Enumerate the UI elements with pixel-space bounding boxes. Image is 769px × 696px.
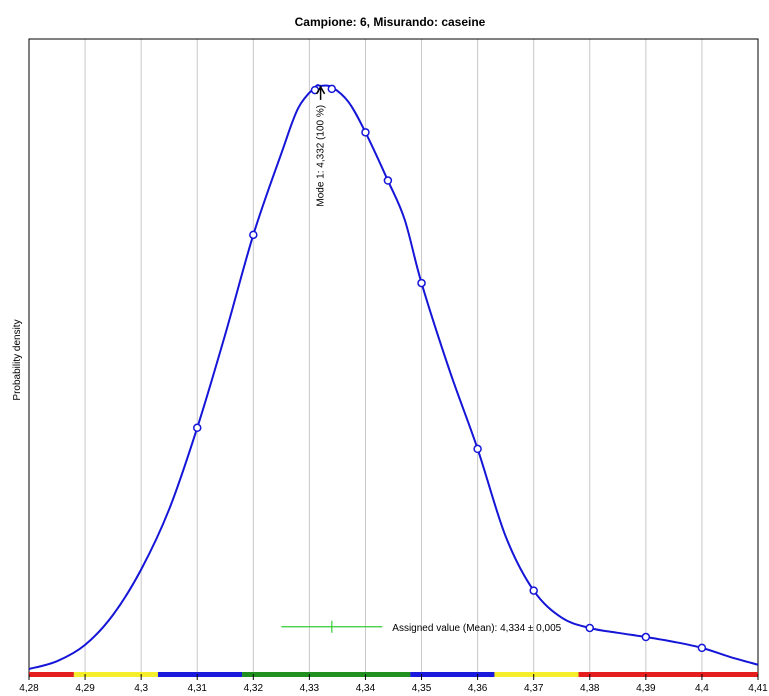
data-point [641, 632, 651, 642]
chart-title: Campione: 6, Misurando: caseine [295, 15, 486, 29]
mode-annotation: Mode 1: 4,332 (100 %) [316, 105, 327, 207]
x-tick-label: 4,35 [412, 683, 432, 694]
band-segment [29, 672, 74, 677]
band-segment [157, 672, 243, 677]
x-axis: 4,28 4,29 4,3 4,31 4,32 4,33 4,34 4,35 4,36 4,37 4… [19, 674, 768, 694]
data-point [383, 176, 393, 185]
x-tick-label: 4,41 [748, 683, 768, 694]
x-tick-label: 4,37 [524, 683, 544, 694]
x-tick-label: 4,4 [695, 683, 709, 694]
data-point [192, 423, 202, 433]
bottom-band [29, 672, 758, 677]
data-point [697, 643, 707, 653]
grid [84, 39, 703, 674]
band-segment [578, 672, 758, 677]
data-point [529, 586, 538, 595]
mode-arrow-head [315, 85, 326, 95]
x-tick-label: 4,3 [134, 683, 148, 694]
y-axis-label: Probability density [12, 319, 23, 400]
data-point [417, 278, 426, 288]
x-tick-label: 4,31 [187, 683, 207, 694]
band-segment [73, 672, 158, 677]
x-tick-label: 4,29 [75, 683, 95, 694]
x-tick-label: 4,38 [580, 683, 600, 694]
x-tick-label: 4,39 [636, 683, 656, 694]
data-point [361, 128, 370, 137]
band-segment [410, 672, 495, 677]
band-segment [494, 672, 579, 677]
x-tick-label: 4,28 [19, 683, 39, 694]
x-tick-label: 4,36 [468, 683, 488, 694]
assigned-value-label: Assigned value (Mean): 4,334 ± 0,005 [392, 623, 561, 634]
annotation-layer: Mode 1: 4,332 (100 %) [315, 85, 327, 207]
data-point [473, 444, 482, 454]
x-tick-label: 4,32 [244, 683, 264, 694]
x-tick-label: 4,34 [356, 683, 376, 694]
series-layer [28, 84, 759, 670]
x-tick-label: 4,33 [300, 683, 320, 694]
data-point [249, 230, 258, 240]
band-segment [242, 672, 411, 677]
data-point [585, 623, 595, 633]
assigned-value-marker: Assigned value (Mean): 4,334 ± 0,005 [281, 620, 562, 634]
data-point [327, 84, 337, 94]
